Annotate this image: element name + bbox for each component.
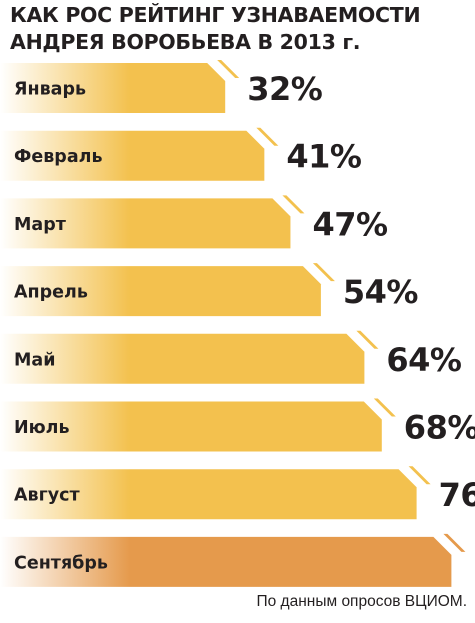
bar: [0, 536, 452, 587]
bar-accent-stripe: [356, 330, 379, 349]
category-label: Сентябрь: [14, 553, 108, 573]
value-label: 54%: [343, 273, 419, 311]
chart-title: КАК РОС РЕЙТИНГ УЗНАВАЕМОСТИ АНДРЕЯ ВОРО…: [10, 2, 470, 56]
category-label: Январь: [14, 80, 86, 100]
chart-title-line-2: АНДРЕЯ ВОРОБЬЕВА В 2013 г.: [10, 30, 361, 54]
category-label: Февраль: [14, 147, 103, 167]
category-label: Апрель: [14, 283, 88, 303]
value-label: 76%: [439, 476, 475, 514]
category-label: Июль: [14, 418, 70, 438]
bar-accent-stripe: [256, 127, 279, 146]
bar-accent-stripe: [217, 60, 240, 78]
bar-accent-stripe: [408, 466, 431, 485]
bar: [0, 130, 265, 181]
bar: [0, 63, 226, 113]
value-label: 47%: [312, 205, 388, 243]
value-label: 41%: [286, 138, 362, 176]
bar-row: Август 76%: [0, 466, 475, 520]
bar-accent-stripe: [312, 263, 335, 282]
value-label: 32%: [247, 70, 323, 108]
category-label: Август: [14, 486, 81, 506]
bar: [0, 333, 365, 384]
value-label: 64%: [386, 341, 462, 379]
chart-title-line-1: КАК РОС РЕЙТИНГ УЗНАВАЕМОСТИ: [10, 3, 421, 27]
source-note: По данным опросов ВЦИОМ.: [256, 593, 467, 610]
value-label: 68%: [404, 409, 475, 447]
bar-row: Январь 32%: [0, 60, 323, 113]
bar-row: Февраль 41%: [0, 127, 362, 181]
bar-accent-stripe: [282, 195, 305, 214]
category-label: Март: [14, 215, 67, 235]
bar-accent-stripe: [443, 533, 466, 552]
bar: [0, 401, 382, 452]
bar: [0, 198, 291, 249]
bar: [0, 266, 321, 317]
value-label: 84%: [473, 544, 475, 582]
bar-accent-stripe: [373, 398, 396, 417]
bar-row: Июль 68%: [0, 398, 475, 452]
category-label: Май: [14, 350, 56, 370]
bar: [0, 469, 417, 520]
bar-row: Апрель 54%: [0, 263, 419, 317]
bar-row: Май 64%: [0, 330, 462, 384]
bar-row: Март 47%: [0, 195, 388, 249]
bar-row: Сентябрь 84%: [0, 533, 475, 587]
